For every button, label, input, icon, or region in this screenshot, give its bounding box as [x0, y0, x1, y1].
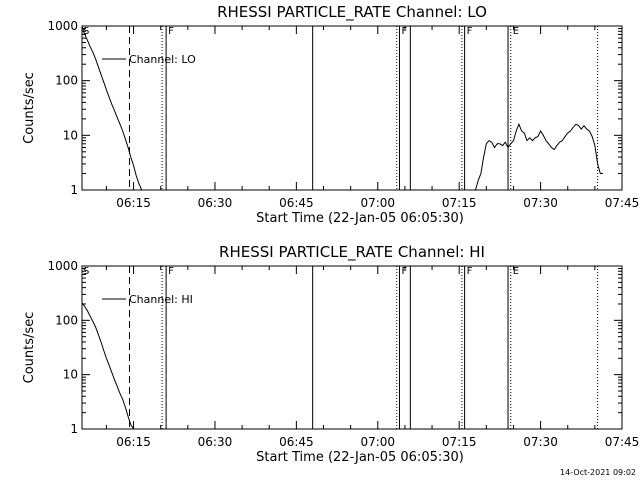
chart-title: RHESSI PARTICLE_RATE Channel: LO — [217, 3, 487, 22]
series-line-hi — [81, 302, 135, 430]
marker-label: F — [401, 26, 407, 37]
x-tick-label: 06:15 — [116, 196, 151, 210]
x-tick-label: 07:15 — [442, 196, 477, 210]
y-tick-label: 100 — [55, 74, 78, 88]
chart-panel-hi: RHESSI PARTICLE_RATE Channel: HI 1 10 100 10… — [22, 243, 639, 465]
plot-frame — [81, 25, 623, 191]
legend-label: Channel: HI — [129, 293, 193, 306]
x-tick-label: 06:30 — [198, 435, 233, 449]
marker-label: F — [467, 266, 473, 277]
marker-label: E — [513, 26, 519, 37]
legend-label: Channel: LO — [129, 53, 196, 66]
y-tick-label: 1 — [70, 183, 78, 197]
x-tick-label: 07:30 — [523, 435, 558, 449]
x-axis-label: Start Time (22-Jan-05 06:05:30) — [256, 211, 464, 226]
series-line-lo — [475, 122, 603, 191]
x-tick-label: 06:45 — [279, 196, 314, 210]
x-tick-label: 07:00 — [360, 435, 395, 449]
y-tick-label: 10 — [63, 128, 78, 142]
chart-panel-lo: RHESSI PARTICLE_RATE Channel: LO 1 10 100 10… — [22, 3, 639, 226]
x-axis-label: Start Time (22-Jan-05 06:05:30) — [256, 450, 464, 465]
x-tick-label: 06:15 — [116, 435, 151, 449]
y-tick-label: 1 — [70, 422, 78, 436]
marker-label: F — [401, 266, 407, 277]
x-tick-label: 07:45 — [605, 435, 640, 449]
chart-title: RHESSI PARTICLE_RATE Channel: HI — [219, 243, 485, 262]
y-axis-label: Counts/sec — [22, 312, 37, 384]
series-line-lo — [81, 25, 143, 191]
x-tick-label: 07:30 — [523, 196, 558, 210]
y-tick-label: 1000 — [47, 19, 78, 33]
marker-label: F — [467, 26, 473, 37]
y-tick-label: 100 — [55, 313, 78, 327]
x-tick-label: 07:00 — [360, 196, 395, 210]
y-axis-label: Counts/sec — [22, 72, 37, 144]
y-tick-label: 1000 — [47, 259, 78, 273]
marker-label: S — [83, 266, 89, 277]
marker-label: F — [168, 266, 174, 277]
plot-frame — [81, 265, 623, 430]
y-tick-label: 10 — [63, 368, 78, 382]
marker-label: F — [168, 26, 174, 37]
plot-timestamp: 14-Oct-2021 09:02 — [560, 468, 636, 477]
marker-label: S — [83, 26, 89, 37]
x-tick-label: 07:15 — [442, 435, 477, 449]
x-tick-label: 06:30 — [198, 196, 233, 210]
x-tick-label: 07:45 — [605, 196, 640, 210]
x-tick-label: 06:45 — [279, 435, 314, 449]
marker-label: E — [513, 266, 519, 277]
